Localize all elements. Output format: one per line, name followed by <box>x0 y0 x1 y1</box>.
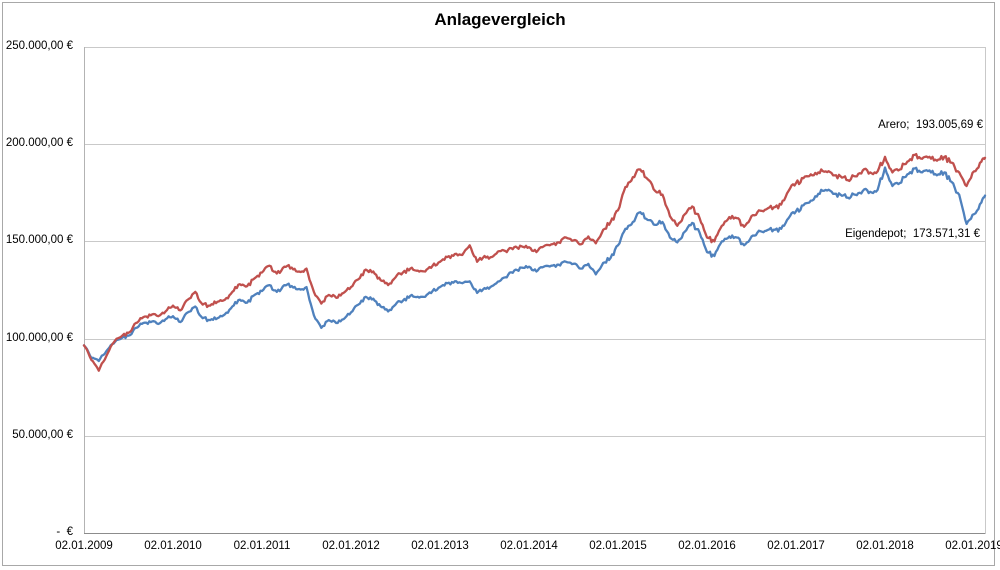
x-axis-label: 02.01.2011 <box>233 540 291 552</box>
x-axis-label: 02.01.2016 <box>678 540 736 552</box>
x-axis-label: 02.01.2018 <box>856 540 914 552</box>
y-axis-label: - € <box>56 526 73 538</box>
y-axis-label: 100.000,00 € <box>5 331 73 344</box>
x-axis-label: 02.01.2013 <box>411 540 469 552</box>
x-axis-label: 02.01.2015 <box>589 540 647 552</box>
x-axis-label: 02.01.2019 <box>945 540 1000 552</box>
series-line-arero <box>82 152 987 372</box>
x-axis-label: 02.01.2014 <box>500 540 558 552</box>
chart-title: Anlagevergleich <box>434 10 566 29</box>
y-axis-label: 200.000,00 € <box>5 137 73 150</box>
series-label-eigendepot: Eigendepot; 173.571,31 € <box>845 228 980 240</box>
x-axis-label: 02.01.2009 <box>55 540 113 552</box>
x-axis-label: 02.01.2017 <box>767 540 825 552</box>
x-axis-label: 02.01.2010 <box>144 540 202 552</box>
series-label-arero: Arero; 193.005,69 € <box>878 119 983 131</box>
y-axis-label: 250.000,00 € <box>5 40 73 52</box>
x-axis-label: 02.01.2012 <box>322 540 380 552</box>
series-line-eigendepot <box>82 166 987 363</box>
y-axis-label: 150.000,00 € <box>5 234 73 247</box>
y-axis-label: 50.000,00 € <box>12 428 73 441</box>
